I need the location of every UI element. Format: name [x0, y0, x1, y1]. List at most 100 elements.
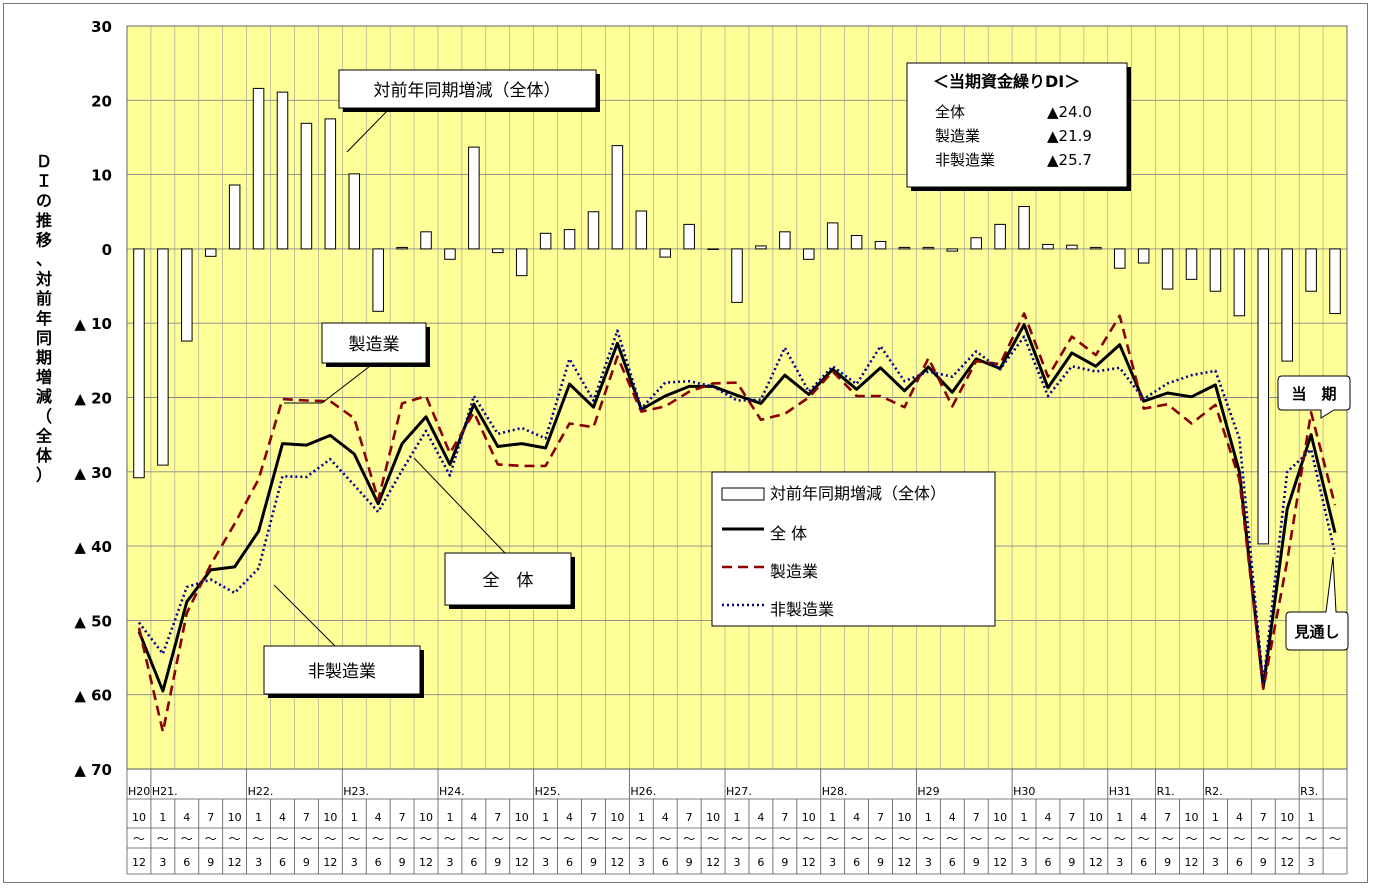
x-tilde: ～ [1257, 832, 1269, 846]
x-quarter-bottom: 12 [1185, 856, 1199, 869]
x-tilde: ～ [659, 832, 671, 846]
x-tilde: ～ [300, 832, 312, 846]
x-quarter-top: 4 [949, 811, 956, 824]
x-tilde: ～ [683, 832, 695, 846]
info-box-row-label: 全体 [935, 103, 965, 121]
x-quarter-top: 4 [662, 811, 669, 824]
x-quarter-top: 1 [1308, 811, 1315, 824]
bar-yoy-change [611, 145, 624, 250]
bar-yoy-change [468, 146, 480, 250]
x-quarter-bottom: 6 [183, 856, 190, 869]
x-tilde: ～ [468, 832, 480, 846]
x-year-label: R2. [1204, 785, 1222, 798]
x-quarter-bottom: 6 [279, 856, 286, 869]
x-tilde: ～ [157, 832, 169, 846]
callout-bar [338, 69, 597, 109]
x-quarter-top: 10 [610, 811, 624, 824]
x-year-label: H26. [630, 785, 656, 798]
legend-entry: 全 体 [770, 524, 807, 543]
bar-yoy-change [539, 232, 552, 250]
x-tilde: ～ [1209, 832, 1221, 846]
callout-nonmfg [263, 645, 421, 695]
x-tilde: ～ [1114, 832, 1126, 846]
line-series-1 [137, 312, 1337, 734]
y-axis-label-char: 全 [35, 426, 53, 445]
x-quarter-top: 4 [1236, 811, 1243, 824]
bar-yoy-change [970, 237, 982, 250]
x-year-label: H30 [1013, 785, 1035, 798]
x-tilde: ～ [875, 832, 887, 846]
x-year-label: R3. [1300, 785, 1318, 798]
x-tilde: ～ [1138, 832, 1150, 846]
x-quarter-bottom: 12 [323, 856, 337, 869]
y-axis-label-char: 、 [36, 250, 52, 269]
x-quarter-top: 10 [228, 811, 242, 824]
bar-yoy-change [372, 248, 384, 312]
x-quarter-top: 4 [470, 811, 477, 824]
x-tilde: ～ [1066, 832, 1078, 846]
x-quarter-top: 1 [1021, 811, 1028, 824]
y-axis-label-char: 年 [36, 309, 52, 328]
x-quarter-top: 7 [1068, 811, 1075, 824]
bar-yoy-change [515, 248, 528, 277]
bar-yoy-change [1161, 248, 1174, 290]
callout-mfg-text: 製造業 [349, 335, 400, 355]
y-tick-label: 10 [91, 167, 112, 185]
x-tilde: ～ [516, 832, 528, 846]
x-tilde: ～ [348, 832, 360, 846]
info-box-row-value: ▲25.7 [1047, 151, 1092, 169]
x-quarter-top: 1 [159, 811, 166, 824]
x-quarter-top: 4 [183, 811, 190, 824]
x-quarter-top: 1 [638, 811, 645, 824]
x-year-label: H23. [343, 785, 369, 798]
x-tilde: ～ [492, 832, 504, 846]
x-quarter-top: 4 [566, 811, 573, 824]
y-tick-label: ▲ 60 [74, 687, 112, 705]
x-quarter-top: 1 [542, 811, 549, 824]
x-quarter-bottom: 9 [207, 856, 214, 869]
callout-all-leader [413, 457, 506, 554]
x-quarter-bottom: 6 [566, 856, 573, 869]
bar-yoy-change [587, 211, 600, 250]
bar-yoy-change [252, 87, 265, 250]
x-quarter-bottom: 6 [662, 856, 669, 869]
x-tilde: ～ [851, 832, 863, 846]
x-quarter-top: 4 [853, 811, 860, 824]
x-quarter-top: 7 [399, 811, 406, 824]
legend-entry: 製造業 [770, 562, 818, 581]
x-quarter-bottom: 9 [399, 856, 406, 869]
x-quarter-top: 7 [1164, 811, 1171, 824]
x-quarter-bottom: 3 [255, 856, 262, 869]
x-quarter-top: 4 [757, 811, 764, 824]
callout-all-text: 全 体 [483, 571, 534, 591]
bar-yoy-change [420, 231, 432, 250]
x-quarter-bottom: 12 [419, 856, 433, 869]
y-axis-label-char: 対 [35, 270, 52, 289]
x-quarter-top: 1 [734, 811, 741, 824]
bar-yoy-change [850, 235, 863, 250]
bar-yoy-change [133, 248, 145, 479]
x-tilde: ～ [635, 832, 647, 846]
x-tilde: ～ [253, 832, 265, 846]
y-tick-label: ▲ 30 [74, 464, 112, 482]
bar-yoy-change [492, 248, 504, 254]
x-quarter-top: 10 [1280, 811, 1294, 824]
x-quarter-top: 7 [494, 811, 501, 824]
x-quarter-bottom: 6 [853, 856, 860, 869]
x-quarter-top: 1 [1212, 811, 1219, 824]
x-quarter-bottom: 12 [802, 856, 816, 869]
x-quarter-bottom: 9 [781, 856, 788, 869]
callout-current-text: 当 期 [1291, 385, 1336, 403]
x-tilde: ～ [946, 832, 958, 846]
y-axis-label-char: 移 [36, 230, 52, 249]
x-year-label: H29 [917, 785, 939, 798]
callout-forecast-text: 見通し [1293, 623, 1339, 641]
x-tilde: ～ [540, 832, 552, 846]
y-tick-label: 0 [102, 241, 112, 259]
bar-yoy-change [1066, 244, 1078, 250]
x-tilde: ～ [1329, 832, 1341, 846]
x-year-label: H20 [128, 785, 150, 798]
y-axis-label-char: 増 [36, 368, 52, 387]
y-tick-label: 30 [91, 18, 112, 36]
bar-yoy-change [1042, 243, 1054, 250]
